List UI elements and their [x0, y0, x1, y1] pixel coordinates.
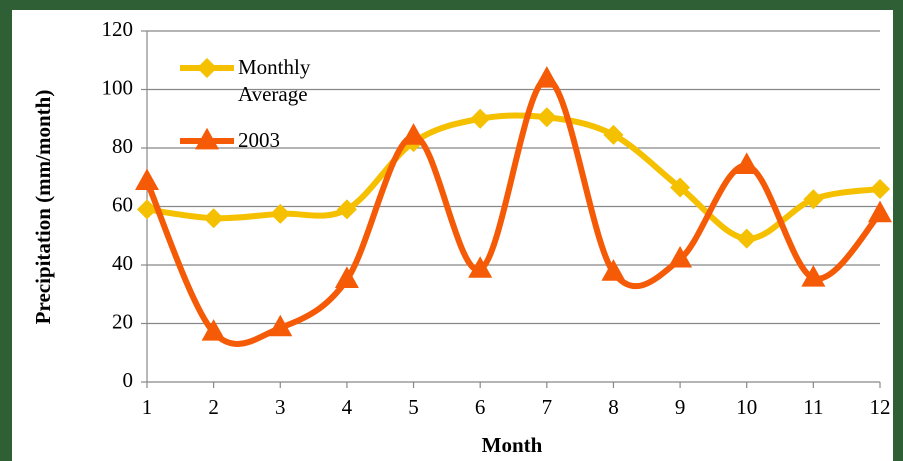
y-tick-label: 20 [112, 309, 133, 333]
marker [801, 264, 826, 287]
marker [803, 189, 824, 210]
x-tick-label: 5 [408, 395, 419, 419]
x-tick-label: 10 [736, 395, 757, 419]
x-tick-label: 7 [542, 395, 553, 419]
marker [334, 266, 359, 289]
marker [536, 107, 557, 128]
y-tick-label: 120 [102, 17, 134, 41]
marker [336, 199, 357, 220]
marker [270, 203, 291, 224]
y-tick-label: 100 [102, 75, 134, 99]
x-tick-label: 1 [142, 395, 153, 419]
series-line [144, 76, 883, 347]
x-tick-label: 12 [870, 395, 891, 419]
y-tick-label: 0 [123, 368, 134, 392]
marker [195, 127, 219, 150]
x-axis-label: Month [482, 433, 543, 457]
x-tick-label: 2 [208, 395, 219, 419]
x-tick-label: 4 [342, 395, 353, 419]
marker [601, 259, 626, 281]
legend-label: 2003 [238, 128, 280, 152]
y-axis-label: Precipitation (mm/month) [31, 90, 55, 325]
y-tick-label: 80 [112, 134, 133, 158]
x-tick-label: 11 [803, 395, 823, 419]
marker [135, 168, 159, 191]
x-tick-label: 6 [475, 395, 486, 419]
marker [203, 208, 224, 229]
y-tick-label: 40 [112, 251, 133, 275]
marker [268, 314, 293, 337]
marker [468, 256, 493, 278]
marker [734, 152, 759, 174]
marker [137, 199, 157, 220]
marker [870, 178, 890, 199]
marker [670, 177, 691, 198]
legend-label: Monthly Average [238, 55, 311, 106]
y-tick-label: 60 [112, 192, 133, 216]
marker [668, 245, 693, 268]
marker [401, 123, 426, 145]
x-tick-label: 9 [675, 395, 686, 419]
marker [201, 319, 226, 341]
marker [534, 66, 559, 88]
marker [197, 58, 217, 78]
marker [736, 228, 757, 249]
x-tick-label: 3 [275, 395, 286, 419]
marker [603, 124, 624, 145]
marker [470, 108, 491, 129]
x-tick-label: 8 [608, 395, 619, 419]
marker [868, 200, 892, 223]
